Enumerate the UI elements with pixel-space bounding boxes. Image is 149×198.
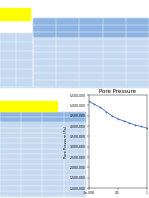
Bar [33,18,149,87]
Bar [0,33,33,87]
Bar [0,101,57,111]
Bar [0,8,30,20]
Y-axis label: Pore Pressure (Pa): Pore Pressure (Pa) [65,126,69,158]
Bar [33,18,149,36]
Bar [0,112,85,196]
Bar [0,112,85,121]
Title: Pore Pressure: Pore Pressure [99,89,136,94]
